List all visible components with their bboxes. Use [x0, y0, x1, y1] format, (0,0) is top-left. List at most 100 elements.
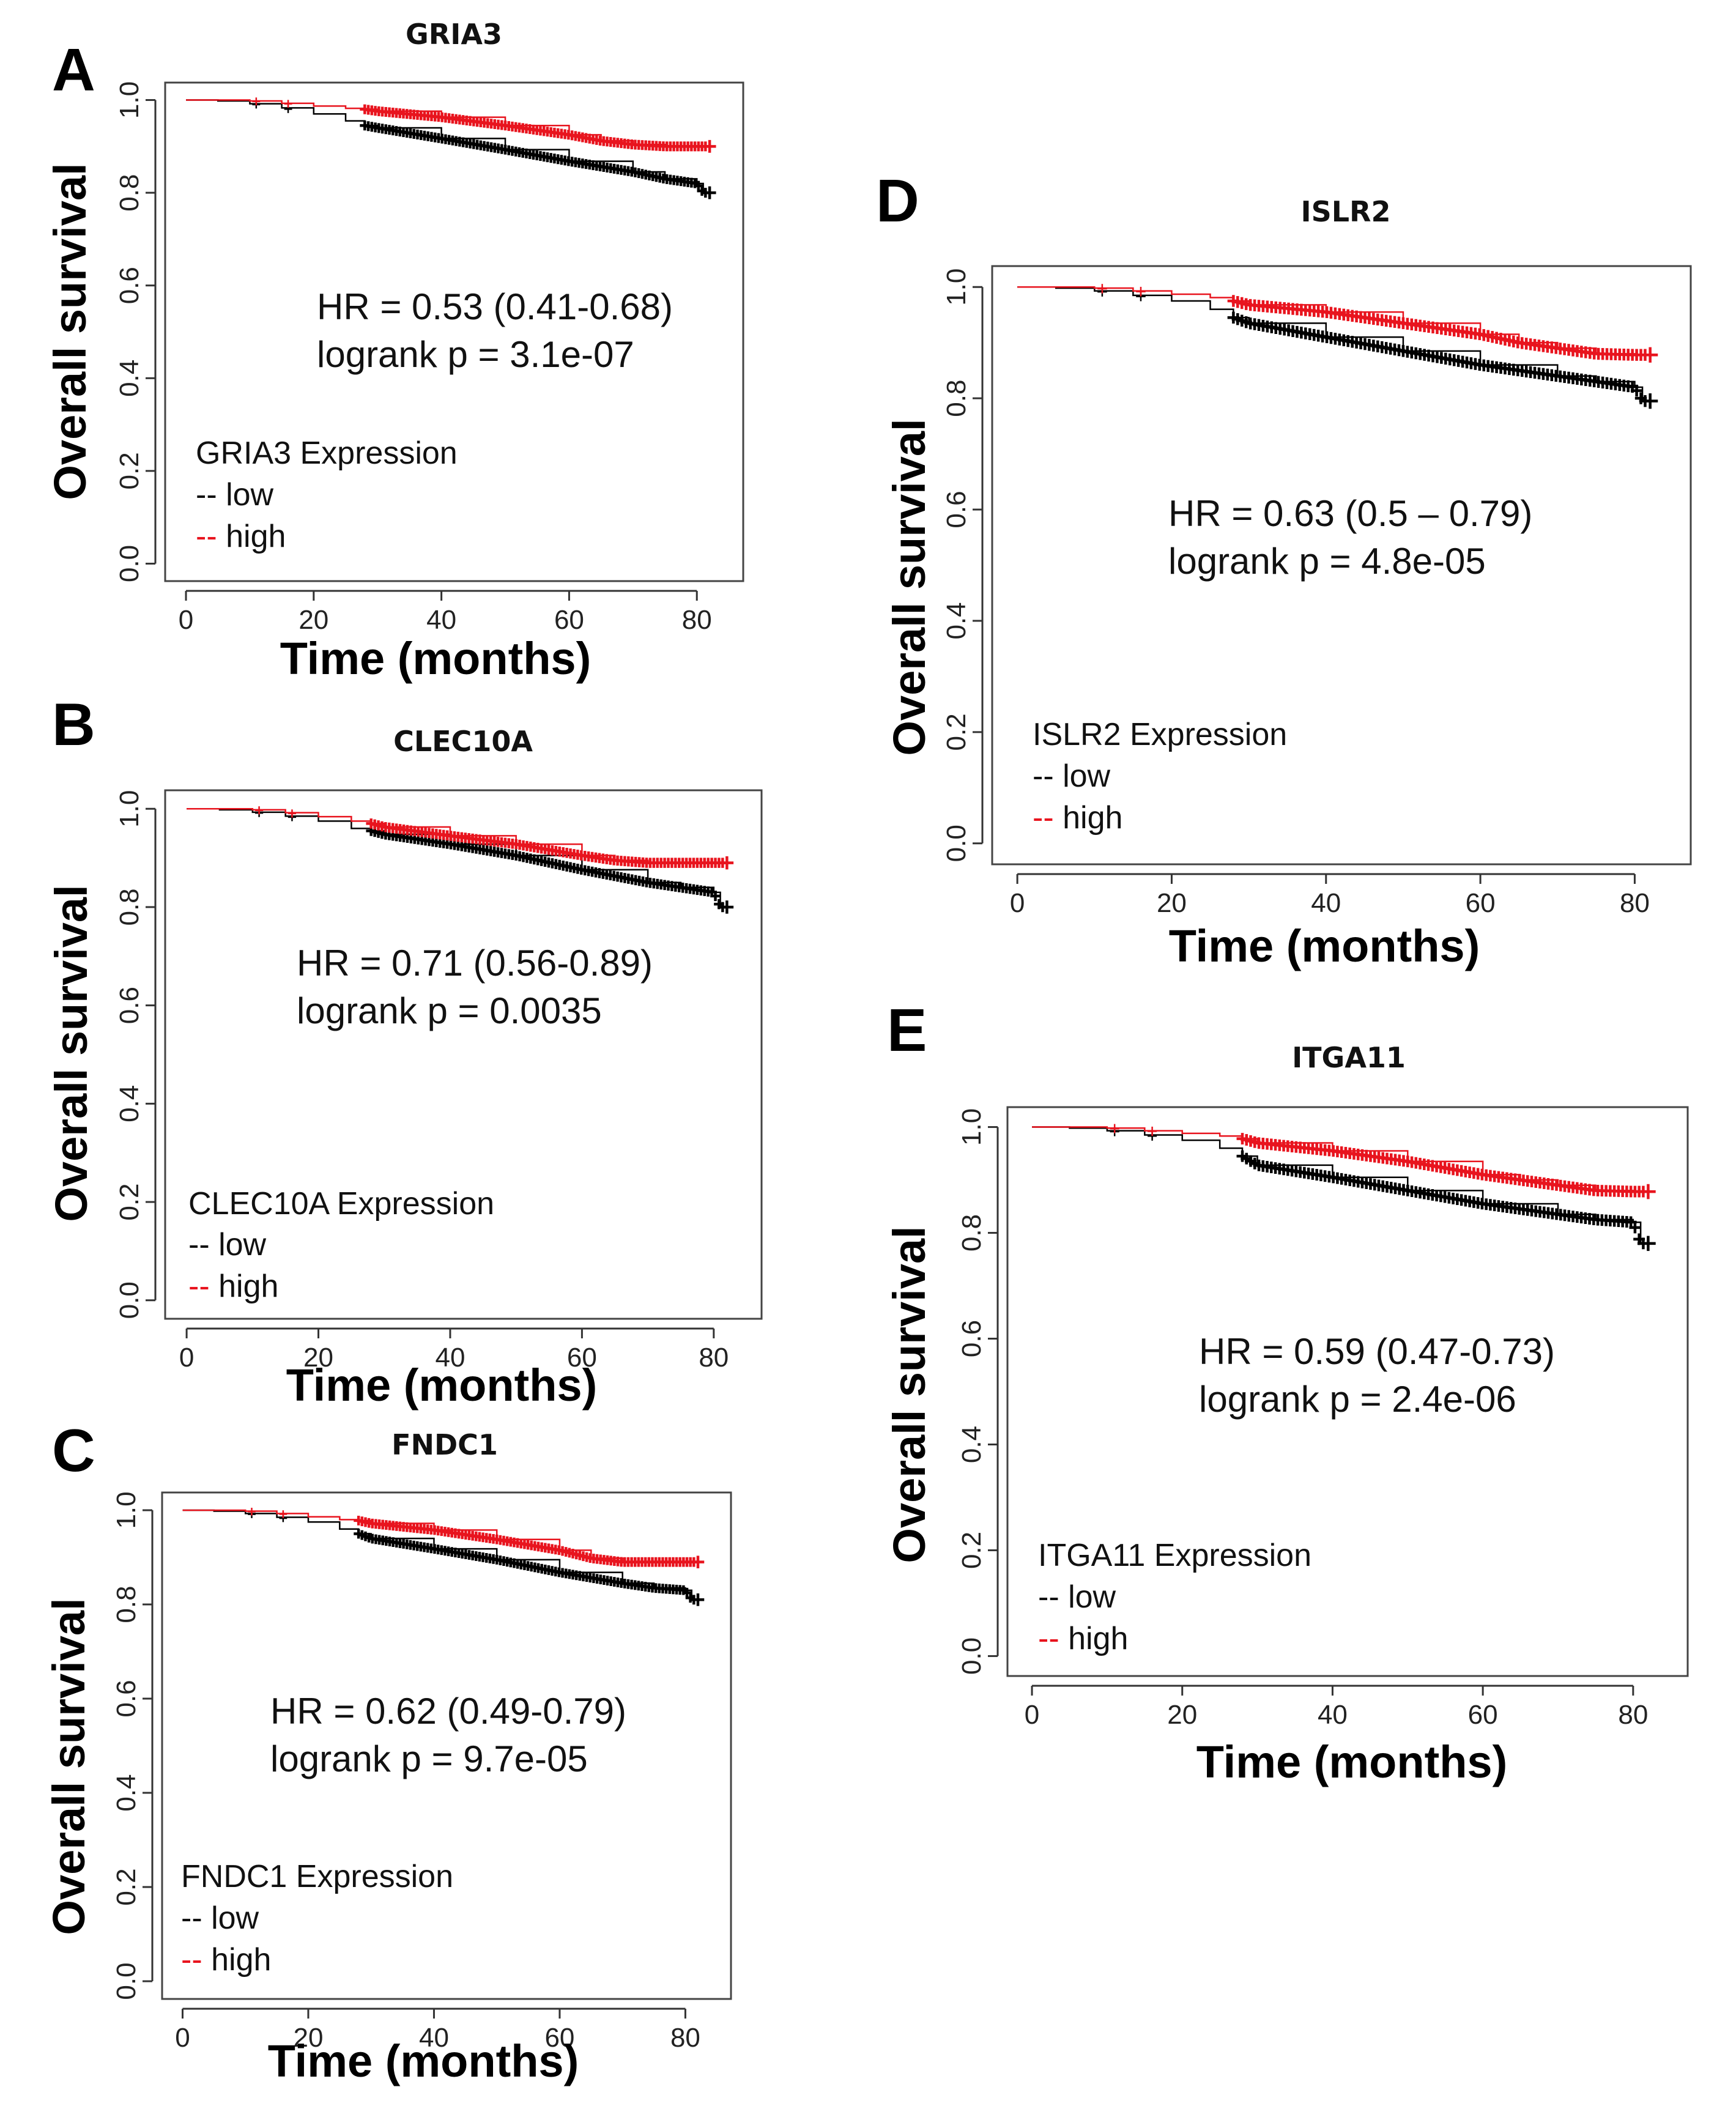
- x-tick-label: 80: [699, 1343, 729, 1373]
- legend-title: GRIA3 Expression: [196, 436, 458, 471]
- legend-high: -- high: [181, 1942, 271, 1978]
- x-axis-label: Time (months): [280, 633, 591, 684]
- logrank-p-text: logrank p = 9.7e-05: [270, 1738, 588, 1779]
- x-tick-label: 0: [1025, 1700, 1039, 1730]
- legend-high-label: high: [1063, 800, 1122, 836]
- panel-a: A GRIA3 0.0 0.2 0.4 0.6 0.8 1.0 0 20 40 60 80 HR …: [45, 18, 744, 684]
- legend-low: -- low: [188, 1227, 267, 1262]
- y-tick-label: 0.6: [114, 987, 144, 1024]
- y-axis: 0.0 0.2 0.4 0.6 0.8 1.0: [114, 790, 157, 1319]
- x-tick-label: 60: [1466, 888, 1496, 918]
- y-tick-label: 1.0: [941, 269, 971, 306]
- hazard-ratio-text: HR = 0.63 (0.5 – 0.79): [1168, 493, 1532, 534]
- y-tick-label: 0.0: [114, 545, 144, 582]
- y-tick-label: 0.6: [957, 1320, 987, 1357]
- y-tick-label: 0.8: [114, 888, 144, 925]
- legend-title: ISLR2 Expression: [1033, 717, 1287, 752]
- panel-letter: D: [876, 167, 919, 234]
- legend-high-dash: --: [1038, 1621, 1068, 1656]
- x-tick-label: 40: [1318, 1700, 1348, 1730]
- logrank-p-text: logrank p = 4.8e-05: [1168, 541, 1486, 582]
- x-tick-label: 20: [293, 2023, 323, 2053]
- chart-title: FNDC1: [391, 1428, 498, 1461]
- y-tick-label: 0.2: [114, 452, 144, 489]
- x-tick-label: 40: [419, 2023, 449, 2053]
- x-axis: 0 20 40 60 80: [179, 590, 712, 635]
- y-tick-label: 0.2: [957, 1532, 987, 1569]
- legend-high: -- high: [1038, 1621, 1128, 1656]
- y-axis-label: Overall survival: [45, 163, 95, 500]
- x-tick-label: 40: [1311, 888, 1341, 918]
- x-tick-label: 80: [682, 605, 712, 635]
- legend-high-dash: --: [1033, 800, 1063, 836]
- x-tick-label: 20: [303, 1343, 333, 1373]
- x-tick-label: 0: [179, 1343, 194, 1373]
- y-tick-label: 0.8: [941, 380, 971, 417]
- x-axis: 0 20 40 60 80: [1010, 873, 1650, 918]
- y-tick-label: 0.6: [111, 1680, 141, 1717]
- x-tick-label: 80: [1620, 888, 1650, 918]
- legend-high-label: high: [211, 1942, 271, 1978]
- legend-low: -- low: [1033, 758, 1111, 794]
- y-tick-label: 0.4: [957, 1426, 987, 1463]
- y-tick-label: 0.2: [111, 1868, 141, 1905]
- y-axis-label: Overall survival: [43, 1598, 94, 1935]
- survival-curves: [1032, 1124, 1656, 1251]
- legend-high: -- high: [1033, 800, 1122, 836]
- x-tick-label: 80: [1618, 1700, 1648, 1730]
- x-axis-label: Time (months): [1169, 921, 1480, 971]
- legend-high-dash: --: [196, 519, 226, 554]
- panel-letter: E: [887, 996, 927, 1064]
- y-tick-label: 0.0: [941, 825, 971, 862]
- panel-d: D ISLR2 0.0 0.2 0.4 0.6 0.8 1.0 0 20 40 60 80 HR …: [876, 167, 1692, 971]
- y-tick-label: 0.0: [111, 1962, 141, 2000]
- panel-letter: A: [52, 36, 95, 103]
- y-tick-label: 1.0: [957, 1108, 987, 1146]
- y-tick-label: 1.0: [114, 81, 144, 119]
- plot-frame: [164, 789, 763, 1320]
- legend-title: ITGA11 Expression: [1038, 1538, 1311, 1573]
- chart-title: GRIA3: [406, 18, 502, 51]
- logrank-p-text: logrank p = 2.4e-06: [1199, 1379, 1516, 1420]
- x-tick-label: 60: [567, 1343, 597, 1373]
- x-axis-label: Time (months): [286, 1360, 597, 1411]
- x-tick-label: 0: [179, 605, 193, 635]
- panel-letter: B: [52, 691, 95, 758]
- legend-low: -- low: [181, 1900, 259, 1936]
- plot-frame: [991, 265, 1692, 866]
- y-tick-label: 0.8: [957, 1214, 987, 1251]
- legend-high-label: high: [1068, 1621, 1128, 1656]
- hazard-ratio-text: HR = 0.53 (0.41-0.68): [317, 286, 673, 327]
- y-tick-label: 0.6: [114, 267, 144, 304]
- y-axis-label: Overall survival: [46, 884, 97, 1222]
- y-tick-label: 0.2: [114, 1183, 144, 1220]
- x-axis: 0 20 40 60 80: [1025, 1685, 1648, 1730]
- y-axis: 0.0 0.2 0.4 0.6 0.8 1.0: [111, 1491, 154, 2000]
- x-tick-label: 20: [1157, 888, 1187, 918]
- logrank-p-text: logrank p = 3.1e-07: [317, 334, 634, 375]
- legend-high-dash: --: [181, 1942, 211, 1978]
- survival-curves: [186, 97, 716, 199]
- legend-high: -- high: [196, 519, 286, 554]
- y-tick-label: 0.4: [114, 1085, 144, 1122]
- plot-frame: [161, 1491, 732, 2000]
- logrank-p-text: logrank p = 0.0035: [297, 990, 602, 1031]
- y-tick-label: 0.8: [114, 174, 144, 212]
- plot-frame: [1006, 1106, 1689, 1677]
- x-axis: 0 20 40 60 80: [179, 1327, 729, 1373]
- y-tick-label: 0.4: [114, 360, 144, 397]
- y-axis-label: Overall survival: [884, 1226, 935, 1563]
- chart-title: ITGA11: [1292, 1041, 1406, 1074]
- y-axis: 0.0 0.2 0.4 0.6 0.8 1.0: [114, 81, 157, 582]
- y-tick-label: 0.0: [114, 1281, 144, 1319]
- x-tick-label: 20: [1167, 1700, 1197, 1730]
- hazard-ratio-text: HR = 0.59 (0.47-0.73): [1199, 1331, 1555, 1372]
- x-axis: 0 20 40 60 80: [175, 2008, 700, 2053]
- x-tick-label: 0: [175, 2023, 190, 2053]
- y-axis: 0.0 0.2 0.4 0.6 0.8 1.0: [957, 1108, 999, 1675]
- survival-curves: [187, 806, 734, 914]
- legend-title: FNDC1 Expression: [181, 1859, 453, 1894]
- chart-title: CLEC10A: [393, 725, 533, 758]
- legend-high: -- high: [188, 1269, 278, 1304]
